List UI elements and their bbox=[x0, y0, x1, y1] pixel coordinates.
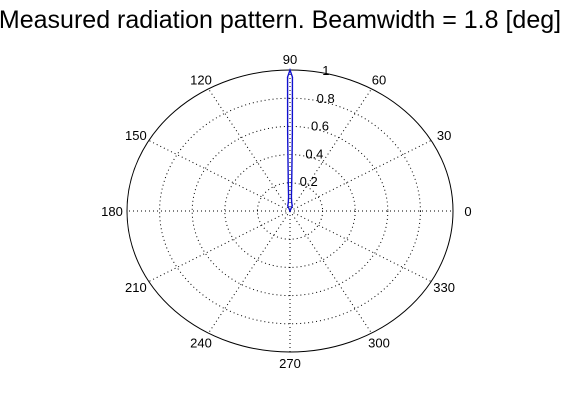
data-point bbox=[291, 182, 293, 184]
radial-tick-label: 0.4 bbox=[305, 146, 323, 161]
data-point bbox=[287, 202, 289, 204]
radiation-pattern-line bbox=[286, 67, 294, 213]
angular-grid-spoke bbox=[208, 88, 291, 212]
angle-tick-label: 120 bbox=[190, 72, 212, 87]
data-point bbox=[289, 69, 291, 71]
radial-tick-label: 0.8 bbox=[317, 91, 335, 106]
angle-tick-label: 300 bbox=[368, 336, 390, 351]
data-point bbox=[291, 205, 293, 207]
angle-tick-label: 0 bbox=[464, 204, 471, 219]
data-point bbox=[291, 132, 293, 135]
angle-tick-label: 240 bbox=[190, 336, 212, 351]
angular-grid-spoke bbox=[208, 210, 291, 334]
data-point bbox=[291, 202, 293, 204]
radial-tick-label: 0.2 bbox=[300, 174, 318, 189]
data-point bbox=[290, 196, 293, 198]
data-point bbox=[287, 205, 289, 207]
chart-title: Measured radiation pattern. Beamwidth = … bbox=[0, 6, 561, 34]
angular-grid-spoke bbox=[148, 210, 291, 282]
angle-tick-label: 60 bbox=[372, 72, 386, 87]
angle-tick-label: 150 bbox=[125, 128, 147, 143]
angular-grid-spoke bbox=[148, 140, 291, 212]
data-series bbox=[286, 67, 294, 213]
angular-grid-spoke bbox=[289, 210, 372, 334]
angle-tick-label: 270 bbox=[279, 356, 301, 371]
angle-tick-label: 30 bbox=[437, 128, 451, 143]
angle-tick-label: 180 bbox=[101, 204, 123, 219]
radial-grid-ring bbox=[191, 125, 389, 297]
data-point bbox=[287, 132, 289, 135]
radial-grid-ring bbox=[159, 97, 421, 325]
radial-grid-ring bbox=[224, 154, 356, 268]
radial-tick-label: 0.6 bbox=[311, 119, 329, 134]
angular-grid-spoke bbox=[289, 210, 432, 282]
tick-labels: 0 30 60 90 120 150 180 210 240 270 300 330 0.2 0.4 0.6… bbox=[101, 52, 471, 371]
angle-tick-label: 330 bbox=[433, 280, 455, 295]
angular-grid-spoke bbox=[289, 88, 372, 212]
data-point bbox=[286, 76, 289, 78]
data-point bbox=[287, 196, 290, 198]
data-point bbox=[291, 76, 294, 78]
data-point bbox=[287, 182, 289, 184]
angle-tick-label: 210 bbox=[125, 280, 147, 295]
radial-tick-label: 1 bbox=[322, 63, 329, 78]
angle-tick-label: 90 bbox=[283, 52, 297, 67]
